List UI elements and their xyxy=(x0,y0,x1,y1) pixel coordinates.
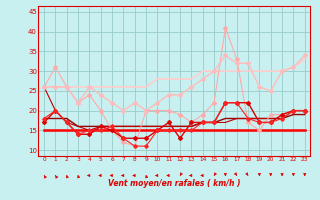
X-axis label: Vent moyen/en rafales ( km/h ): Vent moyen/en rafales ( km/h ) xyxy=(108,179,241,188)
